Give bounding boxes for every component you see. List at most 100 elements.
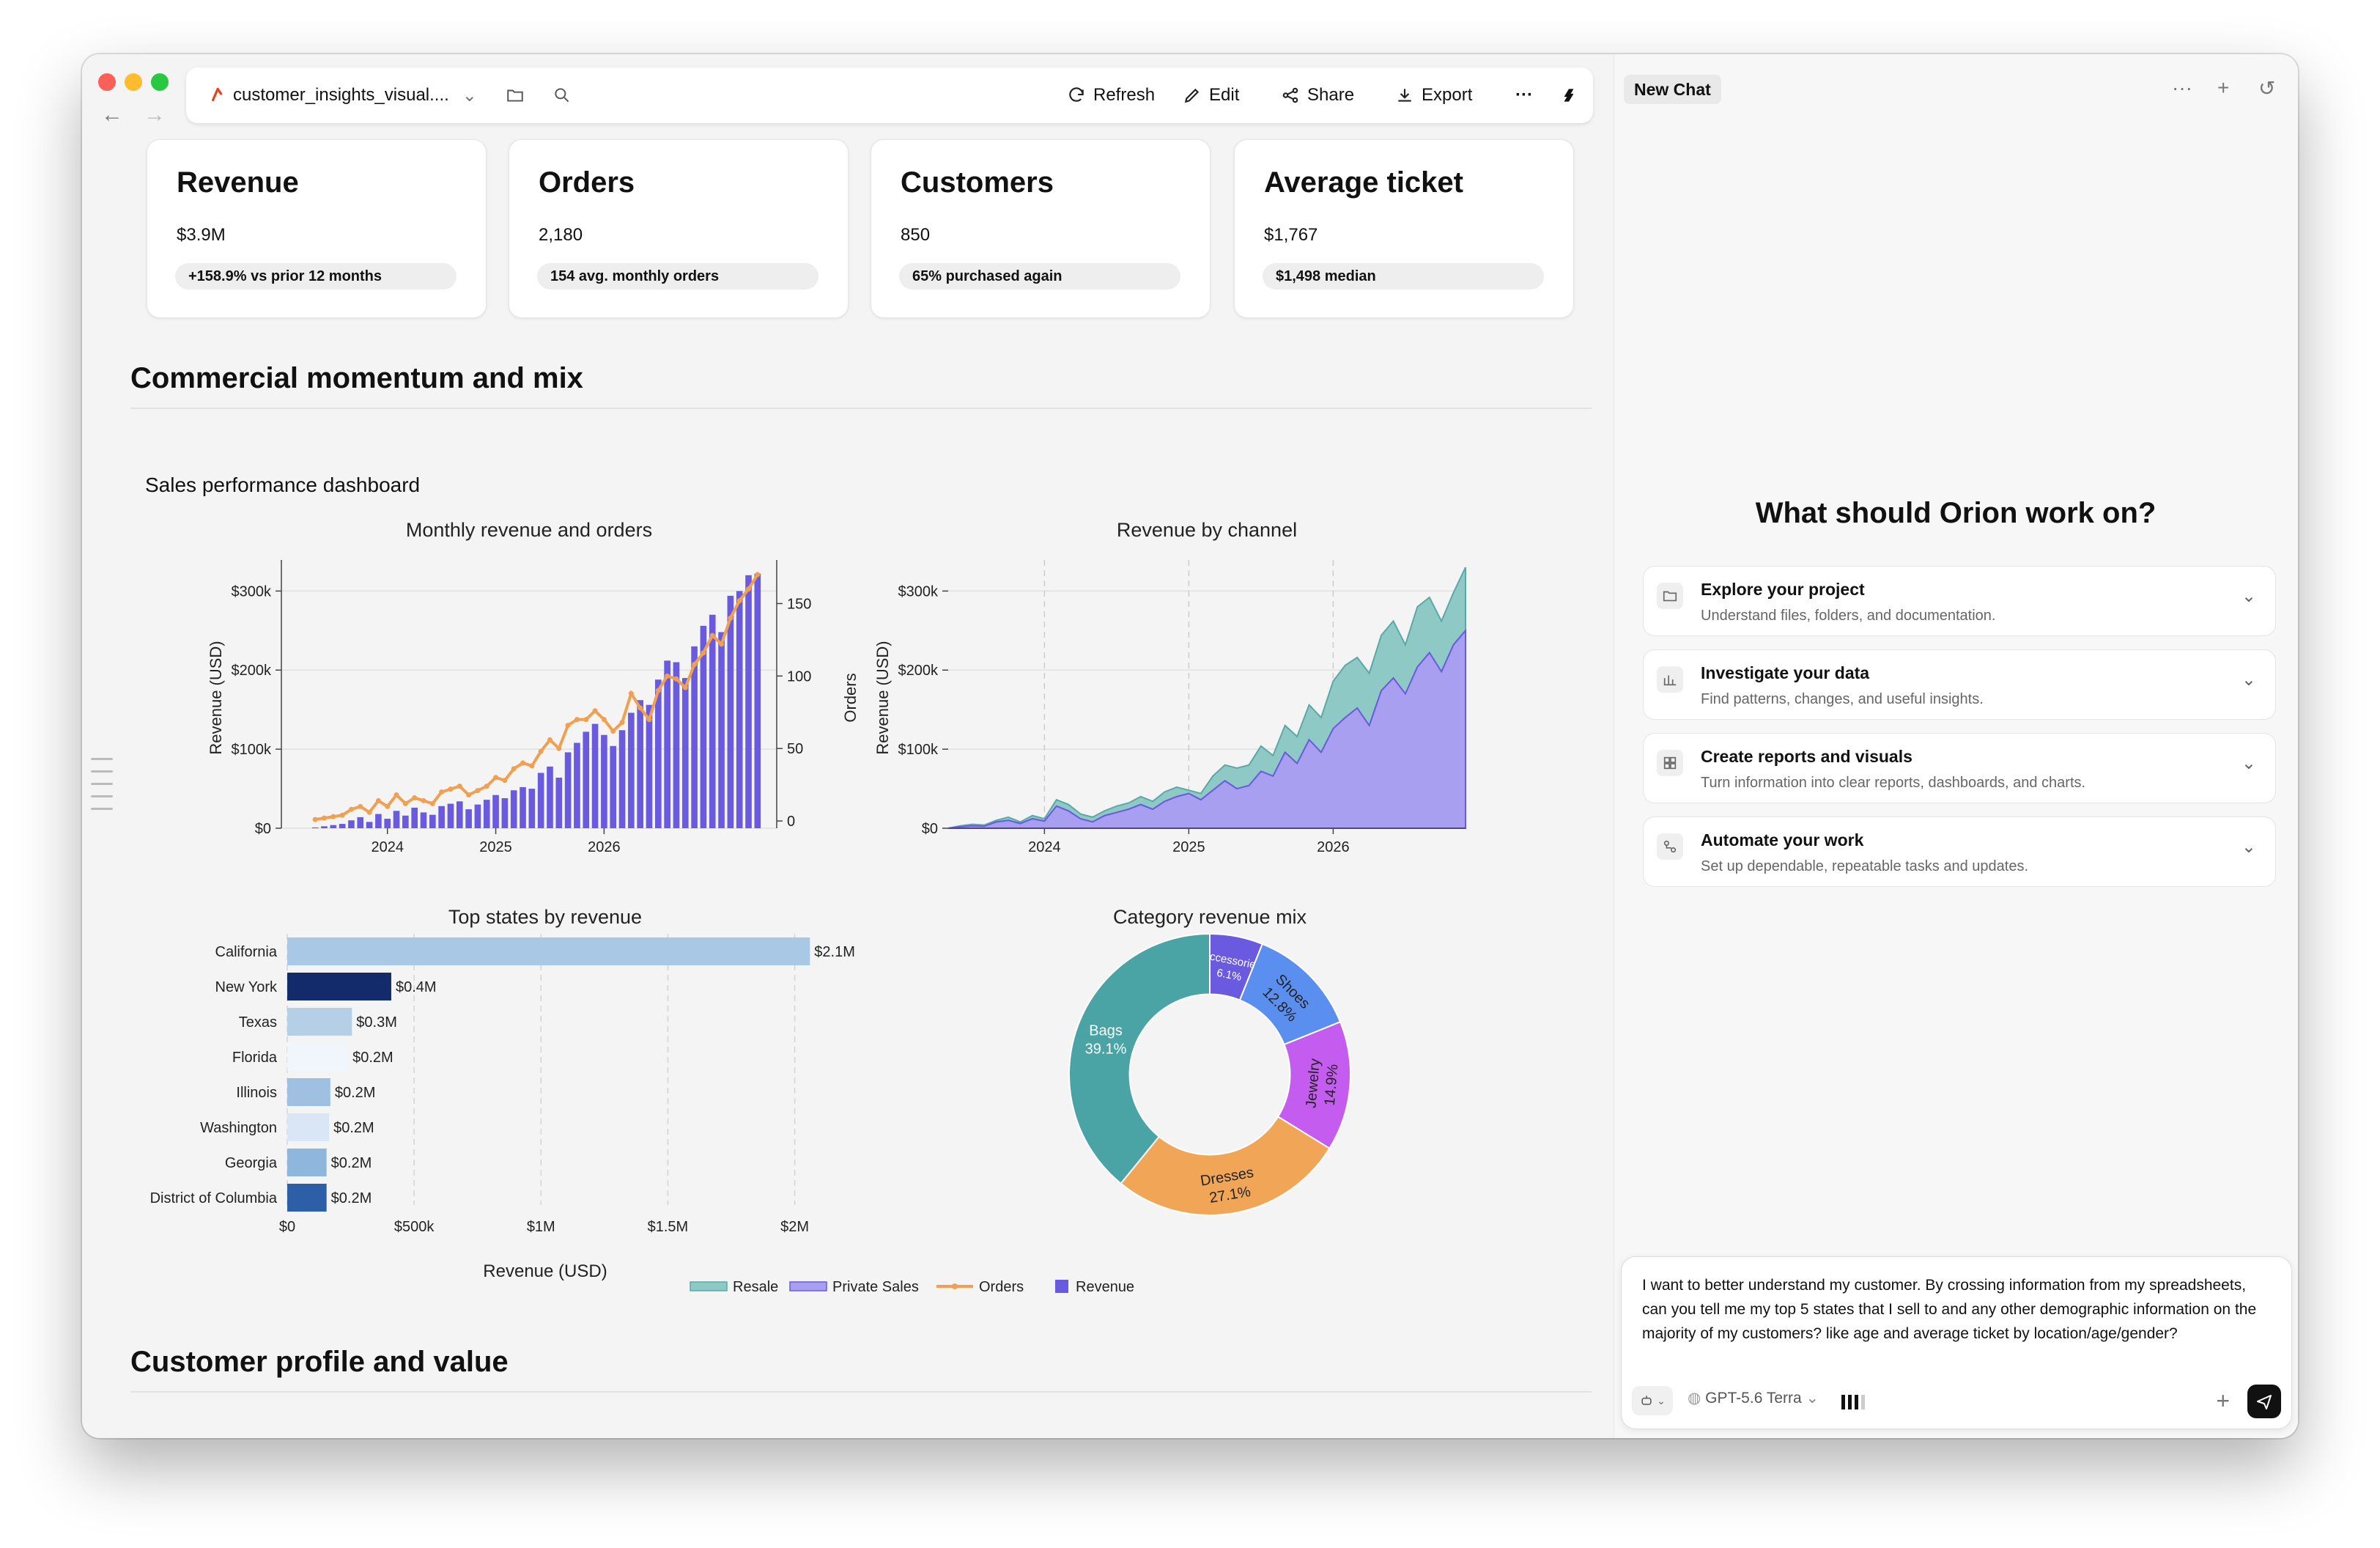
model-selector[interactable]: ◍ GPT-5.6 Terra ⌄	[1688, 1389, 1819, 1407]
y-tick-label: $100k	[898, 742, 939, 758]
revenue-bar	[727, 595, 734, 828]
file-selector[interactable]: customer_insights_visual.... ⌄	[207, 67, 477, 123]
folder-button[interactable]	[506, 67, 525, 123]
revenue-bar	[339, 824, 346, 828]
state-label: Texas	[239, 1014, 277, 1031]
revenue-bar	[564, 752, 572, 828]
globe-icon: ◍	[1688, 1390, 1706, 1407]
y2-axis-label: Orders	[841, 673, 860, 722]
state-label: California	[215, 944, 278, 960]
more-icon[interactable]: ···	[2172, 76, 2192, 99]
refresh-icon	[1069, 87, 1084, 102]
sync-button[interactable]	[1559, 67, 1578, 123]
orders-point	[312, 817, 318, 822]
plus-icon[interactable]: +	[2217, 76, 2230, 99]
new-chat-tab[interactable]: New Chat	[1624, 75, 1721, 104]
edit-button[interactable]: Edit	[1183, 67, 1239, 123]
chart-icon	[1657, 666, 1683, 693]
send-button[interactable]	[2247, 1385, 2281, 1418]
orders-point	[511, 766, 517, 772]
kpi-title: Orders	[539, 166, 635, 199]
revenue-bar	[547, 766, 553, 828]
bar-value-label: $0.4M	[396, 979, 437, 995]
revenue-bar	[673, 662, 680, 828]
revenue-bar	[456, 801, 463, 828]
state-bar	[287, 1078, 330, 1106]
slice-percent: 14.9%	[1322, 1064, 1342, 1107]
revenue-bar	[681, 678, 689, 828]
pencil-icon	[1184, 88, 1200, 103]
workflow-icon	[1657, 833, 1683, 860]
minimize-window-button[interactable]	[125, 73, 142, 91]
orders-point	[493, 775, 499, 781]
zoom-window-button[interactable]	[151, 73, 169, 91]
orders-point	[719, 641, 725, 647]
revenue-bar	[700, 625, 707, 828]
share-button[interactable]: Share	[1281, 67, 1354, 123]
close-window-button[interactable]	[98, 73, 116, 91]
search-button[interactable]	[552, 67, 572, 123]
orders-point	[348, 806, 354, 812]
suggestion-automate-work[interactable]: Automate your work Set up dependable, re…	[1643, 817, 2276, 887]
y2-tick-label: 50	[787, 741, 803, 757]
forward-arrow-icon[interactable]: →	[144, 103, 166, 127]
orders-point	[610, 728, 616, 734]
chat-input-text[interactable]: I want to better understand my customer.…	[1642, 1277, 2257, 1342]
x-tick-label: $1.5M	[648, 1219, 689, 1235]
chart-title: Top states by revenue	[448, 906, 642, 928]
sync-icon	[1564, 89, 1574, 102]
slice-percent: 6.1%	[1216, 967, 1243, 984]
back-arrow-icon[interactable]: ←	[101, 103, 123, 127]
attach-plus-icon[interactable]: +	[2216, 1387, 2230, 1414]
drag-handle-icon[interactable]	[91, 758, 113, 820]
pie-slice	[1120, 1116, 1331, 1216]
revenue-bar	[628, 712, 635, 828]
agent-mode-selector[interactable]: ⌄	[1632, 1386, 1673, 1415]
chat-input-box[interactable]: I want to better understand my customer.…	[1621, 1256, 2292, 1429]
revenue-bar	[583, 731, 590, 828]
kpi-value: 850	[901, 225, 931, 245]
revenue-bar	[393, 811, 400, 828]
orders-point	[583, 717, 589, 723]
more-options-button[interactable]: ···	[1515, 67, 1533, 123]
send-icon	[2257, 1395, 2272, 1409]
x-tick-label: 2025	[1172, 839, 1205, 855]
suggestion-investigate-data[interactable]: Investigate your data Find patterns, cha…	[1643, 649, 2276, 720]
x-tick-label: 2024	[371, 839, 403, 855]
kpi-value: 2,180	[539, 225, 583, 245]
revenue-bar	[601, 734, 607, 828]
folder-search-icon	[1657, 583, 1683, 609]
state-bar	[287, 1184, 327, 1212]
y-tick-label: $0	[255, 821, 271, 837]
orders-point	[755, 572, 761, 578]
revenue-bar	[736, 591, 743, 828]
x-axis-label: Revenue (USD)	[483, 1261, 607, 1281]
revenue-bar	[537, 773, 544, 828]
revenue-bar	[610, 745, 617, 828]
y-axis-label: Revenue (USD)	[207, 641, 225, 754]
x-tick-label: $0	[279, 1219, 295, 1235]
history-icon[interactable]: ↺	[2258, 77, 2276, 100]
revenue-bar	[321, 826, 328, 828]
export-button[interactable]: Export	[1395, 67, 1472, 123]
suggestion-title: Explore your project	[1701, 580, 1865, 599]
refresh-button[interactable]: Refresh	[1067, 67, 1155, 123]
share-label: Share	[1307, 85, 1355, 105]
ellipsis-icon: ···	[1515, 85, 1533, 105]
chevron-down-icon: ⌄	[1657, 1394, 1666, 1407]
revenue-bar	[646, 704, 653, 828]
state-label: Illinois	[236, 1085, 277, 1101]
orders-point	[358, 803, 363, 809]
y-tick-label: $200k	[898, 663, 939, 679]
suggestion-create-reports[interactable]: Create reports and visuals Turn informat…	[1643, 733, 2276, 803]
state-bar	[287, 1043, 349, 1071]
revenue-bar	[754, 573, 761, 828]
folder-icon	[507, 89, 523, 102]
orders-point	[665, 673, 670, 679]
orders-point	[475, 788, 481, 794]
legend-label: Revenue	[1076, 1279, 1134, 1295]
suggestion-explore-project[interactable]: Explore your project Understand files, f…	[1643, 566, 2276, 636]
grid-icon	[1657, 750, 1683, 776]
revenue-bar	[664, 660, 670, 828]
